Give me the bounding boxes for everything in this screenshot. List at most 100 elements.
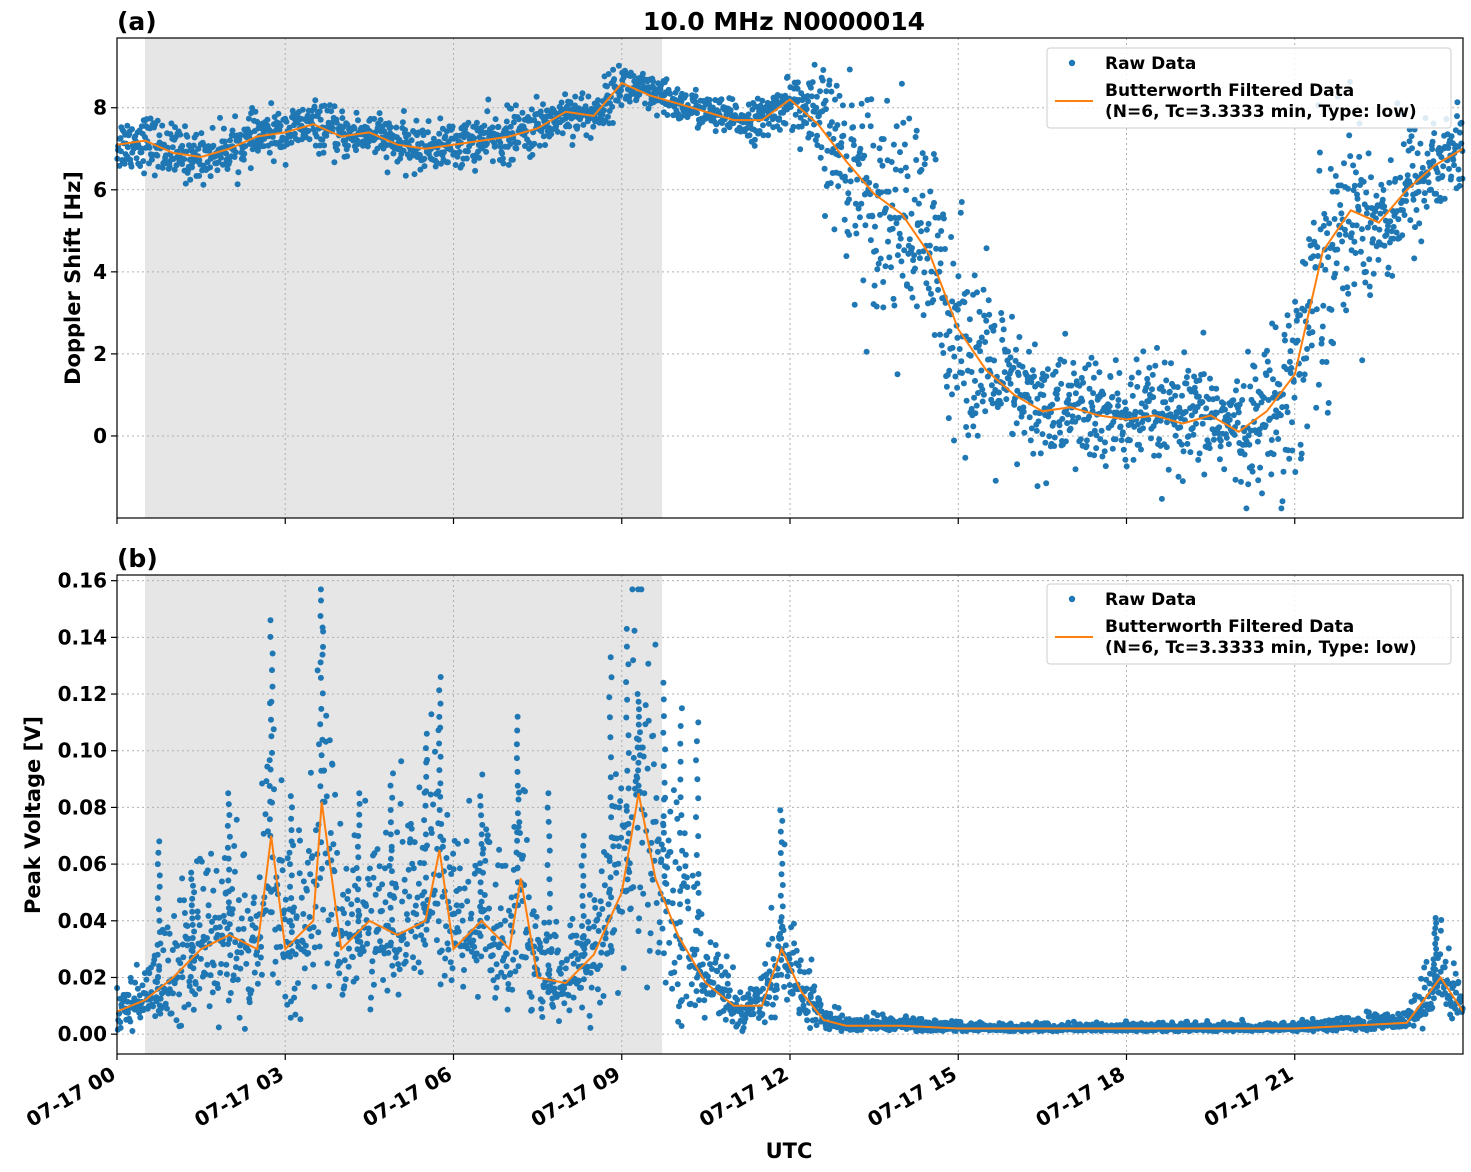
raw-data-point (473, 119, 480, 126)
raw-data-point (537, 108, 544, 115)
raw-data-point (605, 113, 611, 120)
raw-data-point (229, 127, 236, 134)
raw-data-point (1451, 162, 1457, 169)
raw-data-point (608, 946, 615, 953)
raw-data-point (586, 1012, 593, 1019)
legend-filtered-params: (N=6, Tc=3.3333 min, Type: low) (1105, 102, 1417, 122)
raw-data-point (1266, 367, 1273, 374)
raw-data-point (579, 1004, 586, 1011)
raw-data-point (766, 968, 773, 975)
raw-data-point (218, 154, 224, 161)
raw-data-point (471, 135, 477, 142)
raw-data-point (922, 155, 929, 162)
raw-data-point (1373, 192, 1380, 199)
raw-data-point (395, 961, 402, 968)
raw-data-point (769, 935, 776, 942)
raw-data-point (279, 857, 285, 864)
raw-data-point (1399, 232, 1406, 239)
raw-data-point (1116, 370, 1123, 376)
raw-data-point (536, 142, 543, 149)
raw-data-point (1161, 359, 1168, 366)
raw-data-point (221, 138, 228, 145)
raw-data-point (979, 386, 986, 393)
raw-data-point (1049, 401, 1056, 408)
raw-data-point (245, 115, 252, 122)
raw-data-point (187, 973, 194, 980)
raw-data-point (843, 253, 850, 260)
raw-data-point (890, 295, 897, 302)
raw-data-point (789, 990, 796, 997)
raw-data-point (823, 88, 830, 95)
raw-data-point (128, 163, 135, 170)
raw-data-point (1416, 220, 1423, 227)
raw-data-point (152, 1013, 159, 1020)
raw-data-point (137, 163, 144, 169)
raw-data-point (258, 971, 265, 978)
raw-data-point (1196, 377, 1203, 384)
raw-data-point (456, 865, 463, 872)
raw-data-point (266, 149, 273, 156)
raw-data-point (497, 139, 504, 146)
raw-data-point (1341, 226, 1348, 233)
raw-data-point (904, 173, 911, 180)
raw-data-point (326, 737, 333, 744)
raw-data-point (1239, 397, 1246, 403)
raw-data-point (602, 935, 609, 942)
raw-data-point (606, 886, 613, 893)
raw-data-point (585, 918, 592, 925)
raw-data-point (529, 151, 536, 158)
raw-data-point (1011, 401, 1018, 408)
raw-data-point (1059, 415, 1066, 422)
raw-data-point (639, 839, 646, 846)
raw-data-point (1243, 505, 1250, 512)
panel-a-ylabel: Doppler Shift [Hz] (61, 171, 85, 385)
raw-data-point (1308, 342, 1315, 349)
raw-data-point (1376, 226, 1383, 233)
raw-data-point (937, 260, 944, 267)
raw-data-point (512, 102, 519, 109)
raw-data-point (522, 788, 528, 795)
raw-data-point (1031, 373, 1037, 380)
raw-data-point (317, 116, 324, 123)
raw-data-point (138, 123, 145, 130)
raw-data-point (855, 161, 862, 168)
raw-data-point (353, 147, 359, 154)
raw-data-point (921, 269, 928, 276)
raw-data-point (357, 939, 364, 945)
raw-data-point (512, 949, 519, 956)
raw-data-point (920, 312, 927, 319)
raw-data-point (972, 410, 979, 417)
raw-data-point (627, 905, 634, 912)
raw-data-point (621, 845, 628, 852)
raw-data-point (960, 380, 967, 387)
raw-data-point (204, 867, 211, 874)
raw-data-point (1291, 394, 1298, 401)
raw-data-point (1456, 182, 1463, 189)
raw-data-point (297, 1016, 304, 1023)
raw-data-point (1070, 359, 1077, 366)
raw-data-point (1246, 441, 1253, 448)
raw-data-point (1324, 230, 1331, 237)
raw-data-point (282, 993, 289, 1000)
raw-data-point (1313, 404, 1320, 411)
raw-data-point (892, 186, 899, 193)
raw-data-point (1100, 391, 1107, 398)
raw-data-point (328, 911, 335, 918)
raw-data-point (727, 107, 734, 114)
raw-data-point (1268, 437, 1275, 443)
raw-data-point (669, 900, 676, 907)
raw-data-point (1344, 284, 1351, 291)
raw-data-point (590, 923, 597, 930)
raw-data-point (1184, 440, 1191, 447)
raw-data-point (1026, 414, 1033, 421)
raw-data-point (1351, 281, 1358, 288)
raw-data-point (233, 816, 240, 823)
raw-data-point (946, 367, 953, 374)
raw-data-point (133, 961, 140, 968)
raw-data-point (682, 92, 689, 99)
raw-data-point (379, 881, 386, 888)
raw-data-point (718, 96, 725, 103)
raw-data-point (320, 906, 327, 913)
raw-data-point (940, 350, 947, 356)
raw-data-point (365, 925, 372, 932)
